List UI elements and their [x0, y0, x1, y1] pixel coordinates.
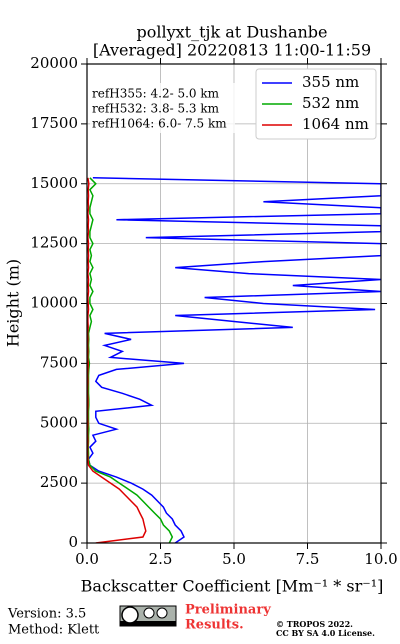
legend-label: 532 nm [302, 94, 359, 112]
profile-line [87, 177, 381, 543]
version: Version: 3.5 [7, 607, 86, 622]
y-axis-label: Height (m) [4, 259, 23, 347]
chart-subtitle: [Averaged] 20220813 11:00-11:59 [93, 41, 371, 60]
lines [87, 177, 381, 543]
x-tick-label: 5.0 [222, 550, 246, 568]
plot-area: 0.0 2.5 5.0 7.5 10.0 0 2500 5000 7500 10000 12500 1… [30, 54, 397, 568]
cc-logo [119, 605, 177, 627]
annotation: refH355: 4.2- 5.0 km [92, 87, 220, 101]
preliminary-notice: Results. [185, 618, 244, 633]
y-tick-label: 7500 [40, 353, 78, 371]
y-tick-label: 15000 [30, 174, 78, 192]
copyright: © TROPOS 2022. [276, 619, 353, 629]
annotation-box [90, 83, 235, 133]
x-tick-label: 2.5 [149, 550, 173, 568]
method: Method: Klett [8, 623, 100, 638]
preliminary-notice: Preliminary [185, 603, 271, 618]
profile-line [87, 177, 174, 543]
annotation: refH532: 3.8- 5.3 km [92, 102, 220, 116]
y-tick-label: 17500 [30, 114, 78, 132]
x-tick-label: 7.5 [296, 550, 320, 568]
annotation: refH1064: 6.0- 7.5 km [92, 117, 227, 131]
legend-label: 1064 nm [302, 115, 369, 133]
legend-box [255, 68, 377, 140]
profile-line [87, 177, 147, 543]
chart-title: pollyxt_tjk at Dushanbe [136, 23, 327, 42]
y-tick-label: 0 [68, 533, 78, 551]
y-tick-label: 20000 [30, 54, 78, 72]
y-tick-label: 10000 [30, 294, 78, 312]
x-axis-label: Backscatter Coefficient [Mm⁻¹ * sr⁻¹] [81, 577, 384, 596]
y-tick-label: 5000 [40, 413, 78, 431]
y-tick-label: 2500 [40, 473, 78, 491]
y-tick-label: 12500 [30, 234, 78, 252]
plot-frame [86, 63, 382, 544]
x-tick-label: 0.0 [75, 550, 99, 568]
x-tick-label: 10.0 [364, 550, 397, 568]
copyright: CC BY SA 4.0 License. [276, 628, 375, 638]
legend-label: 355 nm [302, 73, 359, 91]
